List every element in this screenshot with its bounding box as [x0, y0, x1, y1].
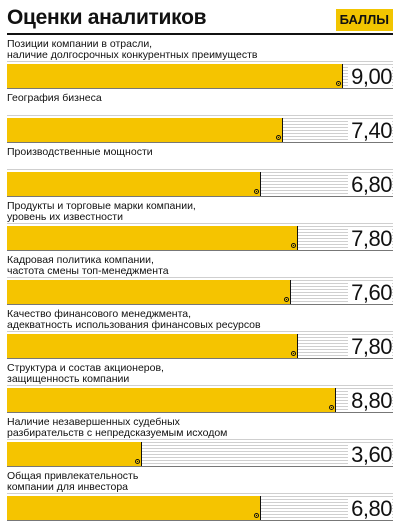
value-label: 7,80 [348, 227, 392, 250]
value-label: 6,80 [348, 497, 392, 520]
category-label-line: адекватность использования финансовых ре… [7, 319, 261, 331]
category-label-line: Общая привлекательность [7, 470, 139, 482]
value-label: 7,80 [348, 335, 392, 358]
category-label-line: Позиции компании в отрасли, [7, 38, 153, 50]
bar [7, 64, 343, 88]
category-label-line: разбирательств с непредсказуемым исходом [7, 427, 228, 439]
bar-end-marker-icon [254, 189, 259, 194]
bar-end-marker-icon [276, 135, 281, 140]
bar [7, 172, 261, 196]
bar [7, 388, 336, 412]
category-label: Структура и состав акционеров, защищеннос… [7, 363, 347, 385]
bar [7, 496, 261, 520]
bar-row: Общая привлекательность компании для инве… [7, 468, 393, 522]
category-label: Продукты и торговые марки компании, урове… [7, 201, 347, 223]
bar-track: 7,60 [7, 277, 393, 305]
category-label-line: Наличие незавершенных судебных [7, 416, 180, 428]
category-label-line: Продукты и торговые марки компании, [7, 200, 196, 212]
bar-row: Кадровая политика компании, частота смены… [7, 252, 393, 306]
chart-title: Оценки аналитиков [7, 6, 207, 29]
bar-track: 7,80 [7, 223, 393, 251]
bar-end-marker-icon [291, 243, 296, 248]
bar-row: Продукты и торговые марки компании, урове… [7, 198, 393, 252]
value-label: 8,80 [348, 389, 392, 412]
category-label: Позиции компании в отрасли, наличие долго… [7, 39, 347, 61]
value-label: 3,60 [348, 443, 392, 466]
category-label-line: Качество финансового менеджмента, [7, 308, 192, 320]
bar-track: 8,80 [7, 385, 393, 413]
category-label: Производственные мощности [7, 147, 347, 158]
title-rule [7, 33, 393, 35]
bar-track: 6,80 [7, 493, 393, 521]
bar-end-marker-icon [254, 513, 259, 518]
category-label-line: защищенность компании [7, 373, 130, 385]
bar-track: 3,60 [7, 439, 393, 467]
value-label: 7,60 [348, 281, 392, 304]
category-label: Качество финансового менеджмента, адекват… [7, 309, 347, 331]
bar-row: Структура и состав акционеров, защищеннос… [7, 360, 393, 414]
bar-end-marker-icon [336, 81, 341, 86]
bar-end-marker-icon [284, 297, 289, 302]
bar [7, 280, 291, 304]
category-label-line: компании для инвестора [7, 481, 129, 493]
bar-row: Качество финансового менеджмента, адекват… [7, 306, 393, 360]
category-label: География бизнеса [7, 93, 347, 104]
bar-rows: Позиции компании в отрасли, наличие долго… [7, 36, 393, 522]
bar-row: География бизнеса 7,40 [7, 90, 393, 144]
category-label-line: Структура и состав акционеров, [7, 362, 164, 374]
bar-track: 7,40 [7, 115, 393, 143]
bar-end-marker-icon [329, 405, 334, 410]
bar [7, 226, 298, 250]
bar [7, 118, 283, 142]
bar-track: 9,00 [7, 61, 393, 89]
bar-track: 7,80 [7, 331, 393, 359]
bar-track: 6,80 [7, 169, 393, 197]
bar-row: Наличие незавершенных судебных разбирател… [7, 414, 393, 468]
category-label-line: Производственные мощности [7, 146, 153, 158]
value-label: 7,40 [348, 119, 392, 142]
bar-row: Позиции компании в отрасли, наличие долго… [7, 36, 393, 90]
bar [7, 442, 142, 466]
category-label-line: Кадровая политика компании, [7, 254, 154, 266]
bar-end-marker-icon [291, 351, 296, 356]
value-label: 9,00 [348, 65, 392, 88]
bar-end-marker-icon [135, 459, 140, 464]
category-label: Общая привлекательность компании для инве… [7, 471, 347, 493]
category-label-line: География бизнеса [7, 92, 102, 104]
bar-row: Производственные мощности 6,80 [7, 144, 393, 198]
unit-badge: БАЛЛЫ [335, 9, 393, 31]
category-label-line: уровень их известности [7, 211, 123, 223]
category-label-line: наличие долгосрочных конкурентных преиму… [7, 49, 258, 61]
value-label: 6,80 [348, 173, 392, 196]
category-label-line: частота смены топ-менеджмента [7, 265, 169, 277]
category-label: Кадровая политика компании, частота смены… [7, 255, 347, 277]
category-label: Наличие незавершенных судебных разбирател… [7, 417, 347, 439]
bar [7, 334, 298, 358]
